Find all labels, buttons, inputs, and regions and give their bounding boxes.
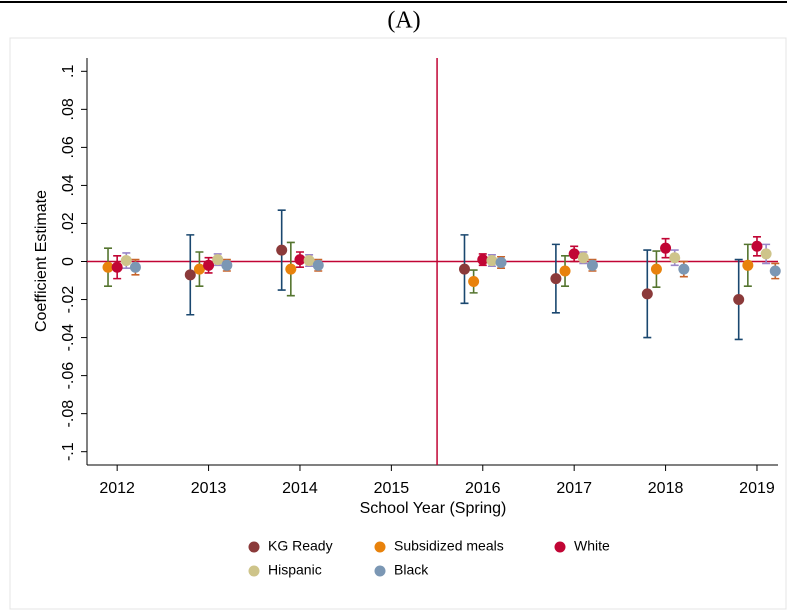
legend-marker (248, 565, 260, 577)
point (678, 263, 690, 275)
point (276, 244, 288, 256)
point (650, 263, 662, 275)
legend-label: KG Ready (268, 538, 333, 554)
point (294, 254, 306, 266)
point (212, 254, 224, 266)
x-tick-label: 2012 (99, 480, 135, 497)
y-tick-label: -.06 (60, 362, 77, 390)
point (458, 263, 470, 275)
legend-label: White (574, 538, 610, 554)
point (641, 288, 653, 300)
point (760, 248, 772, 260)
point (312, 259, 324, 271)
point (129, 261, 141, 273)
legend-label: Subsidized meals (394, 538, 504, 554)
legend-marker (374, 541, 386, 553)
y-tick-label: -.04 (60, 324, 77, 352)
point (486, 255, 498, 267)
x-tick-label: 2014 (282, 480, 318, 497)
y-tick-label: -.08 (60, 400, 77, 428)
x-axis-title: School Year (Spring) (360, 500, 507, 517)
point (550, 273, 562, 285)
legend-label: Black (394, 562, 429, 578)
y-tick-label: .04 (60, 174, 77, 196)
legend-marker (248, 541, 260, 553)
point (285, 263, 297, 275)
point (102, 261, 114, 273)
point (660, 242, 672, 254)
x-tick-label: 2017 (556, 480, 592, 497)
point (586, 259, 598, 271)
point (221, 259, 233, 271)
point (303, 255, 315, 267)
y-tick-label: .08 (60, 98, 77, 120)
point (111, 261, 123, 273)
legend-marker (554, 541, 566, 553)
y-tick-label: -.02 (60, 286, 77, 314)
point (468, 275, 480, 287)
y-tick-label: .1 (60, 65, 77, 78)
point (568, 248, 580, 260)
x-tick-label: 2013 (191, 480, 227, 497)
legend-marker (374, 565, 386, 577)
point (495, 256, 507, 268)
x-tick-label: 2016 (465, 480, 501, 497)
point (184, 269, 196, 281)
legend-label: Hispanic (268, 562, 322, 578)
chart-title: (A) (387, 8, 420, 34)
x-tick-label: 2019 (739, 480, 775, 497)
y-tick-label: 0 (60, 257, 77, 266)
point (559, 265, 571, 277)
point (751, 240, 763, 252)
y-tick-label: .06 (60, 136, 77, 158)
y-tick-label: .02 (60, 212, 77, 234)
point (193, 263, 205, 275)
point (477, 254, 489, 266)
point (769, 265, 781, 277)
point (742, 259, 754, 271)
point (120, 255, 132, 267)
point (203, 259, 215, 271)
point (669, 252, 681, 264)
panel (9, 37, 787, 610)
y-axis-title: Coefficient Estimate (33, 190, 50, 332)
y-tick-label: -.1 (60, 442, 77, 461)
x-tick-label: 2018 (648, 480, 684, 497)
point (577, 252, 589, 264)
x-tick-label: 2015 (374, 480, 410, 497)
point (733, 294, 745, 306)
